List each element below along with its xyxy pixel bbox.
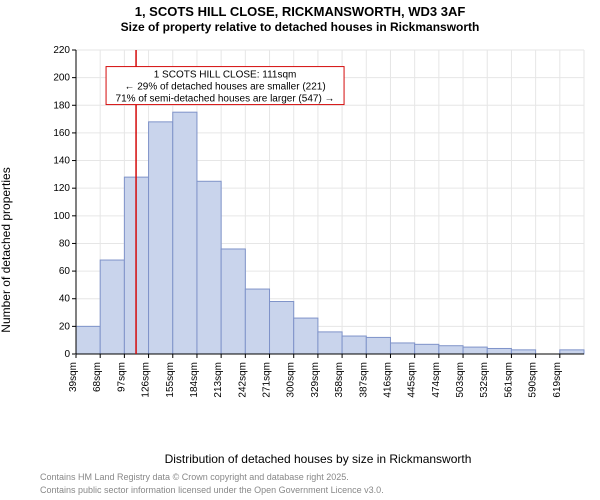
x-tick-label: 590sqm <box>528 362 539 398</box>
y-tick-label: 0 <box>64 349 70 360</box>
annotation-line: 71% of semi-detached houses are larger (… <box>116 94 335 105</box>
annotation-line: 1 SCOTS HILL CLOSE: 111sqm <box>154 70 297 81</box>
histogram-bar <box>100 260 124 354</box>
y-tick-label: 60 <box>59 266 71 277</box>
histogram-bar <box>76 326 100 354</box>
x-tick-label: 97sqm <box>116 362 127 392</box>
histogram-bar <box>318 332 342 354</box>
histogram-bar <box>270 301 294 354</box>
x-tick-label: 126sqm <box>141 362 152 398</box>
x-tick-label: 39sqm <box>68 362 79 392</box>
x-tick-label: 242sqm <box>237 362 248 398</box>
annotation-line: ← 29% of detached houses are smaller (22… <box>124 82 325 93</box>
x-tick-label: 329sqm <box>310 362 321 398</box>
x-tick-label: 532sqm <box>479 362 490 398</box>
x-tick-label: 474sqm <box>431 362 442 398</box>
histogram-bar <box>390 343 414 354</box>
histogram-bar <box>487 348 511 354</box>
histogram-bar <box>439 346 463 354</box>
y-tick-label: 160 <box>53 128 70 139</box>
x-tick-label: 300sqm <box>286 362 297 398</box>
histogram-bar <box>415 344 439 354</box>
x-tick-label: 445sqm <box>407 362 418 398</box>
plot-area: 0 20 40 60 80 100 120 140 160 180 200 220 39sqm 68sqm… <box>48 44 588 404</box>
histogram-bar <box>560 350 584 354</box>
histogram-bar <box>221 249 245 354</box>
x-tick-label: 416sqm <box>382 362 393 398</box>
chart-svg: 0 20 40 60 80 100 120 140 160 180 200 220 39sqm 68sqm… <box>48 44 588 404</box>
x-axis-label: Distribution of detached houses by size … <box>48 452 588 466</box>
histogram-bar <box>342 336 366 354</box>
y-tick-label: 120 <box>53 183 70 194</box>
x-tick-label: 387sqm <box>358 362 369 398</box>
x-tick-label: 271sqm <box>262 362 273 398</box>
y-tick-label: 200 <box>53 73 70 84</box>
x-tick-label: 619sqm <box>552 362 563 398</box>
x-tick-label: 561sqm <box>503 362 514 398</box>
x-tick-label: 184sqm <box>189 362 200 398</box>
x-tick-label: 155sqm <box>165 362 176 398</box>
y-tick-label: 140 <box>53 156 70 167</box>
attribution-line-2: Contains public sector information licen… <box>0 483 600 496</box>
histogram-bar <box>366 337 390 354</box>
y-tick-label: 100 <box>53 211 70 222</box>
x-tick-label: 503sqm <box>455 362 466 398</box>
chart-page: 1, SCOTS HILL CLOSE, RICKMANSWORTH, WD3 … <box>0 0 600 500</box>
y-axis-label: Number of detached properties <box>0 167 13 332</box>
histogram-bar <box>463 347 487 354</box>
chart-subtitle: Size of property relative to detached ho… <box>0 20 600 34</box>
histogram-bar <box>173 112 197 354</box>
y-tick-label: 20 <box>59 321 71 332</box>
histogram-bar <box>294 318 318 354</box>
y-tick-label: 220 <box>53 45 70 56</box>
x-tick-label: 68sqm <box>92 362 103 392</box>
x-tick-label: 358sqm <box>334 362 345 398</box>
y-tick-label: 80 <box>59 238 71 249</box>
chart-title: 1, SCOTS HILL CLOSE, RICKMANSWORTH, WD3 … <box>0 4 600 20</box>
histogram-bar <box>197 181 221 354</box>
histogram-bar <box>149 122 173 354</box>
histogram-bar <box>245 289 269 354</box>
x-tick-label: 213sqm <box>213 362 224 398</box>
attribution-line-1: Contains HM Land Registry data © Crown c… <box>0 470 600 483</box>
y-tick-label: 180 <box>53 100 70 111</box>
y-tick-label: 40 <box>59 294 71 305</box>
histogram-bar <box>511 350 535 354</box>
